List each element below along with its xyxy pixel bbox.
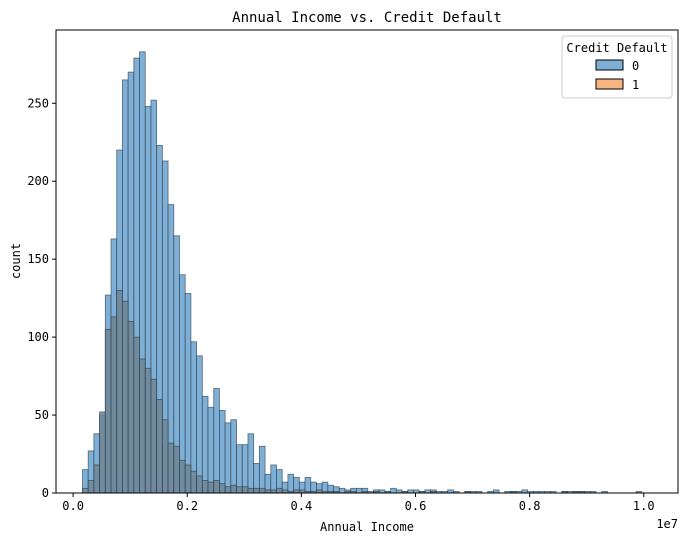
histogram-bar-series-0: [236, 444, 243, 494]
chart-title: Annual Income vs. Credit Default: [232, 10, 502, 26]
plot-frame: [55, 29, 679, 494]
legend-swatch-1: [595, 78, 624, 90]
histogram-bar-series-0: [270, 464, 277, 494]
histogram-bar-series-1: [207, 481, 215, 494]
histogram-bar-series-1: [150, 378, 158, 494]
histogram-bar-series-1: [122, 300, 129, 494]
histogram-bar-series-1: [201, 480, 209, 494]
histogram-bar-series-1: [236, 486, 243, 494]
histogram-bar-series-1: [179, 459, 186, 494]
y-tick-label: 200: [27, 174, 49, 188]
histogram-bar-series-1: [104, 328, 112, 494]
histogram-bar-series-1: [99, 411, 106, 494]
histogram-bar-series-1: [247, 487, 255, 494]
x-tick-label: 1.0: [633, 499, 655, 513]
histogram-bar-series-1: [167, 442, 175, 494]
y-tick-label: 50: [35, 408, 49, 422]
histogram-bar-series-1: [139, 358, 146, 494]
histogram-bar-series-1: [110, 316, 118, 494]
histogram-bar-series-0: [184, 293, 192, 494]
histogram-bar-series-0: [258, 445, 266, 494]
histogram-bar-series-1: [133, 336, 140, 494]
histogram-bar-series-1: [93, 464, 100, 494]
histogram-bar-series-1: [116, 289, 123, 494]
histogram-bar-series-0: [213, 388, 220, 494]
histogram-bar-series-0: [355, 487, 363, 494]
histogram-bar-series-0: [201, 395, 209, 494]
histogram-bar-series-1: [156, 399, 163, 494]
histogram-bar-series-0: [207, 406, 215, 494]
x-tick-label: 0.4: [291, 499, 313, 513]
histogram-bar-series-1: [190, 470, 198, 494]
histogram-bar-series-1: [213, 480, 220, 494]
y-tick-label: 150: [27, 252, 49, 266]
histogram-bar-series-0: [219, 409, 226, 494]
x-tick-label: 0.0: [62, 499, 84, 513]
histogram-bar-series-1: [258, 487, 266, 494]
x-axis-offset-label: 1e7: [656, 517, 678, 531]
x-tick-label: 0.8: [519, 499, 541, 513]
histogram-bar-series-1: [230, 484, 237, 494]
histogram-bar-series-1: [127, 321, 135, 494]
legend-label-0: 0: [632, 59, 639, 73]
legend-swatch-0: [595, 59, 624, 71]
histogram-bar-series-1: [144, 367, 152, 494]
histogram-bar-series-0: [338, 487, 346, 494]
histogram-bar-series-1: [173, 445, 180, 494]
histogram-bar-series-1: [276, 487, 283, 494]
histogram-bar-series-1: [196, 475, 203, 494]
histogram-bar-series-1: [253, 487, 260, 494]
y-axis-ticks: 0 50 100 150 200 250: [27, 96, 56, 500]
y-tick-label: 0: [42, 486, 49, 500]
histogram-bar-series-0: [224, 422, 232, 494]
histogram-bar-series-1: [161, 419, 169, 494]
x-tick-label: 0.6: [405, 499, 427, 513]
histogram-bar-series-0: [241, 444, 249, 494]
histogram-bar-series-0: [230, 419, 237, 494]
y-tick-label: 250: [27, 96, 49, 110]
legend-title: Credit Default: [566, 41, 667, 55]
y-tick-label: 100: [27, 330, 49, 344]
histogram-bar-series-1: [87, 480, 95, 494]
histogram-bar-series-0: [304, 477, 312, 494]
histogram-bar-series-0: [196, 355, 203, 494]
legend: Credit Default 0 1: [561, 35, 673, 99]
y-axis-label: count: [9, 243, 23, 279]
legend-label-1: 1: [632, 78, 639, 92]
histogram-bar-series-1: [82, 487, 89, 494]
histogram-bar-series-1: [224, 486, 232, 494]
histogram-bar-series-0: [190, 341, 198, 494]
x-tick-label: 0.2: [176, 499, 198, 513]
histogram-bar-series-1: [241, 486, 249, 494]
histogram-bar-series-0: [247, 433, 255, 494]
x-axis-label: Annual Income: [320, 520, 414, 534]
histogram-bar-series-0: [390, 487, 397, 494]
histogram-bar-series-0: [287, 473, 295, 494]
histogram-bar-series-1: [219, 483, 226, 494]
x-axis-ticks: 0.0 0.2 0.4 0.6 0.8 1.0: [62, 493, 655, 513]
histogram-bar-series-1: [184, 464, 192, 494]
